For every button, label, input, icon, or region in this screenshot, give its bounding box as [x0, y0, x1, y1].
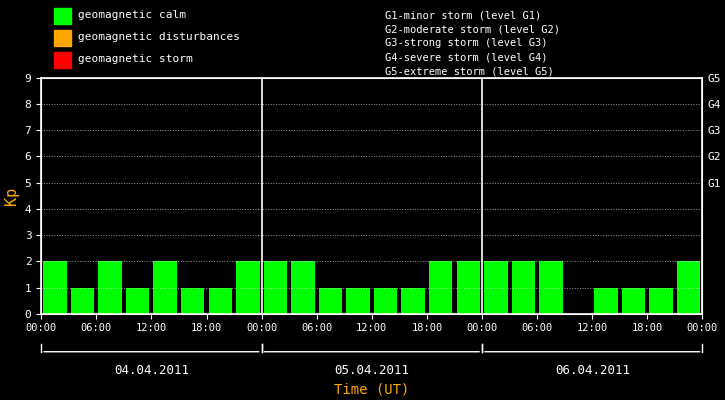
- FancyBboxPatch shape: [54, 52, 71, 68]
- Text: 04.04.2011: 04.04.2011: [114, 364, 189, 376]
- Text: geomagnetic storm: geomagnetic storm: [78, 54, 192, 64]
- Bar: [429, 261, 452, 314]
- Bar: [71, 288, 94, 314]
- Bar: [594, 288, 618, 314]
- Bar: [99, 261, 122, 314]
- Text: geomagnetic calm: geomagnetic calm: [78, 10, 186, 20]
- Bar: [347, 288, 370, 314]
- Bar: [319, 288, 342, 314]
- Bar: [291, 261, 315, 314]
- Bar: [484, 261, 507, 314]
- Bar: [44, 261, 67, 314]
- Bar: [677, 261, 700, 314]
- Bar: [650, 288, 673, 314]
- Text: G4-severe storm (level G4): G4-severe storm (level G4): [385, 52, 547, 62]
- Text: G5-extreme storm (level G5): G5-extreme storm (level G5): [385, 66, 554, 76]
- Bar: [539, 261, 563, 314]
- Y-axis label: Kp: Kp: [4, 187, 19, 205]
- Bar: [154, 261, 177, 314]
- Bar: [402, 288, 425, 314]
- Bar: [264, 261, 287, 314]
- Bar: [181, 288, 204, 314]
- Bar: [126, 288, 149, 314]
- Text: G1-minor storm (level G1): G1-minor storm (level G1): [385, 10, 542, 20]
- Bar: [236, 261, 260, 314]
- Text: G2-moderate storm (level G2): G2-moderate storm (level G2): [385, 24, 560, 34]
- Text: 06.04.2011: 06.04.2011: [555, 364, 630, 376]
- FancyBboxPatch shape: [54, 30, 71, 46]
- Bar: [457, 261, 480, 314]
- Bar: [622, 288, 645, 314]
- Text: 05.04.2011: 05.04.2011: [334, 364, 410, 376]
- Bar: [374, 288, 397, 314]
- Bar: [209, 288, 232, 314]
- Bar: [512, 261, 535, 314]
- Text: geomagnetic disturbances: geomagnetic disturbances: [78, 32, 239, 42]
- Text: G3-strong storm (level G3): G3-strong storm (level G3): [385, 38, 547, 48]
- Text: Time (UT): Time (UT): [334, 382, 410, 396]
- FancyBboxPatch shape: [54, 8, 71, 24]
